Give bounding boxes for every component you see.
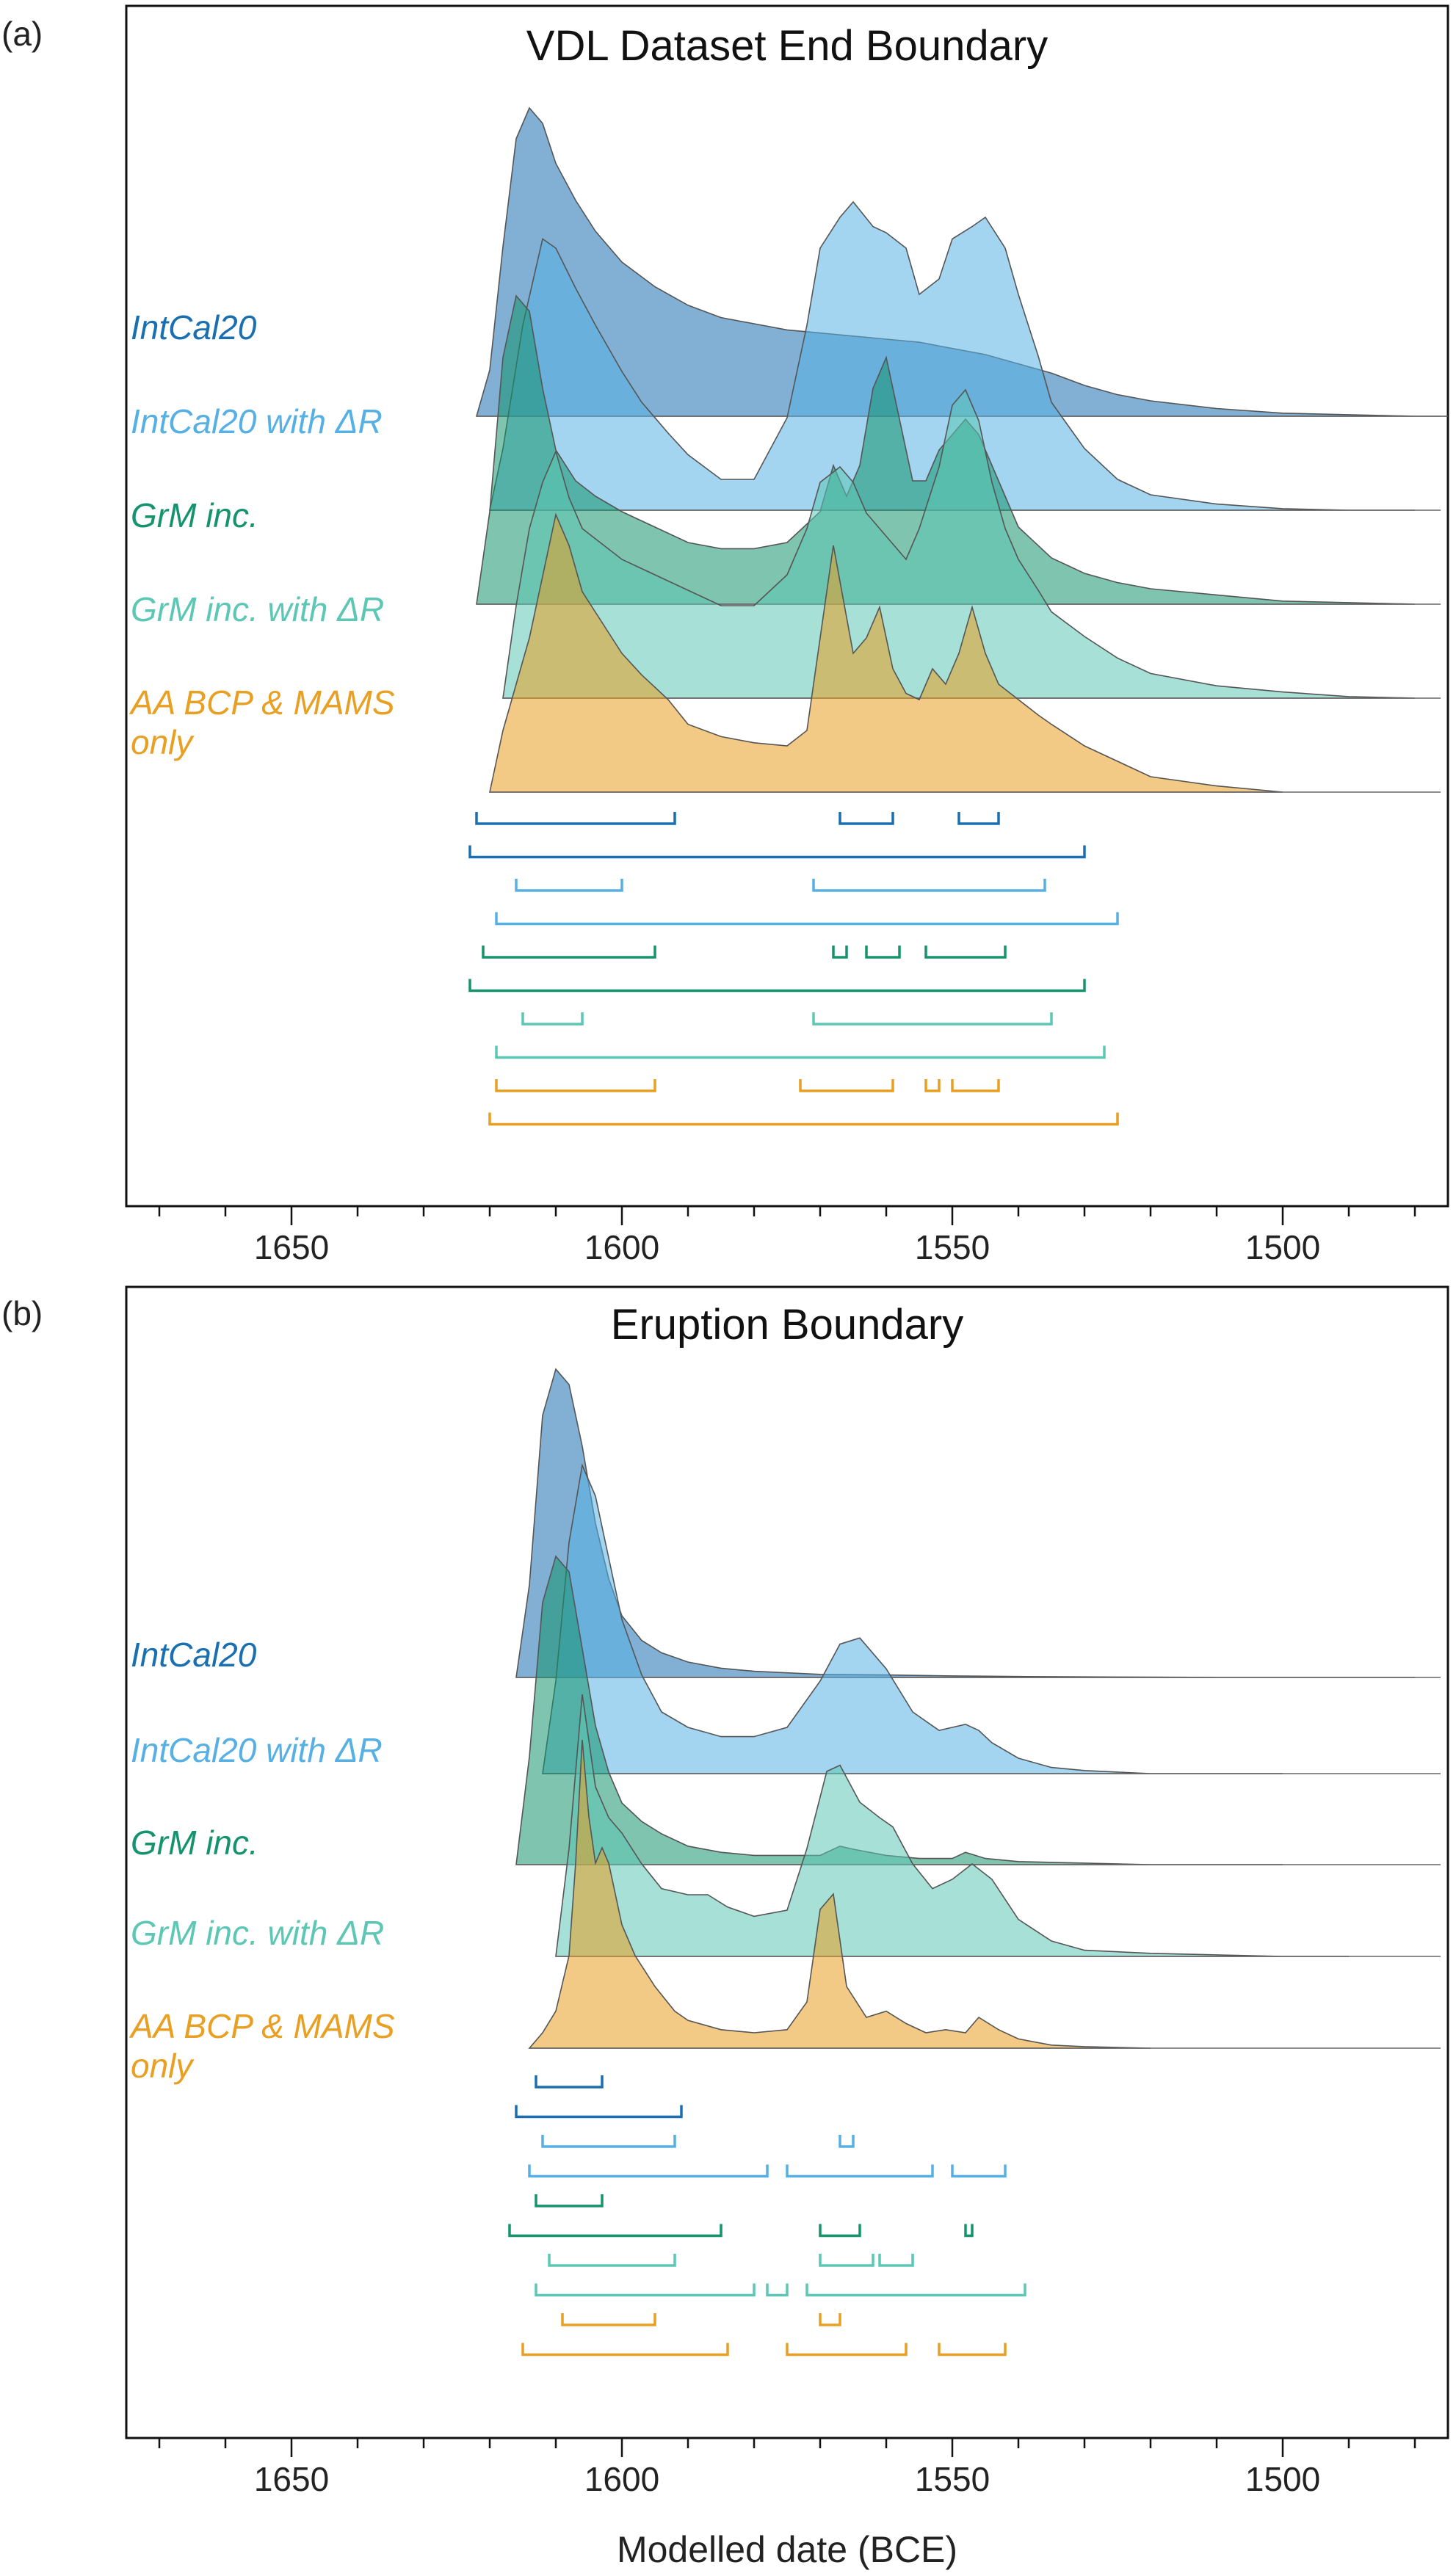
density-area bbox=[515, 1368, 1415, 1678]
hpd-range bbox=[495, 1079, 656, 1092]
hpd-range bbox=[951, 2164, 1007, 2178]
density-area bbox=[489, 200, 1415, 511]
hpd-range bbox=[786, 2164, 934, 2178]
hpd-range bbox=[468, 979, 1086, 993]
series-label: AA BCP & MAMS only bbox=[128, 2007, 395, 2085]
hpd-range bbox=[819, 2254, 874, 2267]
hpd-range bbox=[495, 912, 1119, 926]
hpd-range bbox=[521, 1012, 584, 1026]
x-tick-label: 1650 bbox=[254, 1228, 329, 1266]
series-1: IntCal20 bbox=[131, 106, 1448, 417]
panel-b-title: Eruption Boundary bbox=[611, 1301, 963, 1349]
series-label: AA BCP & MAMS only bbox=[128, 683, 395, 761]
hpd-range bbox=[488, 1112, 1119, 1126]
hpd-range bbox=[957, 812, 1000, 825]
hpd-range bbox=[535, 2075, 604, 2089]
series-5: AA BCP & MAMS only bbox=[128, 512, 1441, 793]
hpd-range bbox=[839, 2135, 855, 2148]
density-area bbox=[555, 1694, 1349, 1957]
hpd-range bbox=[535, 2194, 604, 2207]
hpd-range bbox=[799, 1079, 894, 1092]
hpd-range bbox=[495, 1045, 1106, 1059]
hpd-range bbox=[819, 2313, 841, 2326]
panel-a-title: VDL Dataset End Boundary bbox=[526, 22, 1048, 70]
panel-a-x-axis: 1650 1600 1550 1500 bbox=[158, 1206, 1416, 1266]
x-tick-label: 1600 bbox=[584, 2460, 659, 2498]
hpd-range bbox=[786, 2343, 908, 2357]
x-axis-label: Modelled date (BCE) bbox=[617, 2529, 957, 2570]
panel-b: (b) Eruption Boundary IntCal20 IntCal20 w… bbox=[1, 1285, 1449, 2498]
hpd-range bbox=[766, 2283, 789, 2297]
hpd-range bbox=[515, 2105, 683, 2119]
hpd-range bbox=[812, 1012, 1053, 1026]
series-1: IntCal20 bbox=[131, 1368, 1441, 1678]
series-label: IntCal20 with ΔR bbox=[131, 1731, 383, 1769]
density-area bbox=[542, 1463, 1283, 1774]
x-tick-label: 1550 bbox=[915, 2460, 990, 2498]
x-tick-label: 1500 bbox=[1245, 2460, 1320, 2498]
panel-a-frame bbox=[125, 4, 1449, 1208]
hpd-range bbox=[541, 2135, 676, 2148]
hpd-range bbox=[938, 2343, 1007, 2357]
panel-b-x-axis: 1650 1600 1550 1500 bbox=[158, 2438, 1416, 2498]
hpd-range bbox=[924, 946, 1007, 959]
series-5: AA BCP & MAMS only bbox=[128, 1739, 1441, 2085]
series-3: GrM inc. bbox=[131, 1555, 1441, 1865]
hpd-range bbox=[964, 2224, 974, 2238]
hpd-range bbox=[839, 812, 894, 825]
panel-a: (a) VDL Dataset End Boundary IntCal20Int… bbox=[1, 4, 1449, 1266]
density-area bbox=[528, 1739, 1151, 2049]
hpd-range bbox=[878, 2254, 914, 2267]
series-label: GrM inc. with ΔR bbox=[131, 1914, 384, 1952]
series-label: GrM inc. bbox=[131, 496, 258, 534]
panel-b-plot: IntCal20 IntCal20 with ΔR GrM inc. GrM inc.… bbox=[128, 1368, 1441, 2357]
x-tick-label: 1650 bbox=[254, 2460, 329, 2498]
hpd-range bbox=[865, 946, 901, 959]
panel-a-letter: (a) bbox=[1, 15, 43, 53]
series-label: GrM inc. with ΔR bbox=[131, 590, 384, 628]
hpd-range bbox=[475, 812, 676, 825]
hpd-range bbox=[561, 2313, 656, 2326]
series-label: GrM inc. bbox=[131, 1824, 258, 1862]
series-2: IntCal20 with ΔR bbox=[131, 1463, 1441, 1774]
hpd-range bbox=[528, 2164, 769, 2178]
hpd-range bbox=[515, 879, 623, 892]
hpd-range bbox=[832, 946, 848, 959]
series-label: IntCal20 bbox=[131, 308, 257, 347]
hpd-range bbox=[805, 2283, 1026, 2297]
hpd-range bbox=[482, 946, 656, 959]
x-tick-label: 1600 bbox=[584, 1228, 659, 1266]
hpd-range bbox=[812, 879, 1046, 892]
panel-a-plot: IntCal20 IntCal20 with ΔR GrM inc. GrM inc.… bbox=[128, 106, 1448, 1126]
x-tick-label: 1500 bbox=[1245, 1228, 1320, 1266]
density-area bbox=[489, 512, 1283, 793]
hpd-range bbox=[548, 2254, 676, 2267]
hpd-range bbox=[535, 2283, 756, 2297]
panel-b-frame bbox=[125, 1285, 1449, 2439]
panel-b-letter: (b) bbox=[1, 1294, 43, 1332]
hpd-range bbox=[951, 1079, 1000, 1092]
series-label: IntCal20 with ΔR bbox=[131, 402, 383, 440]
hpd-range bbox=[508, 2224, 722, 2238]
hpd-range bbox=[924, 1079, 941, 1092]
hpd-range bbox=[819, 2224, 861, 2238]
series-label: IntCal20 bbox=[131, 1636, 257, 1674]
density-area bbox=[502, 388, 1416, 699]
hpd-range bbox=[468, 845, 1086, 859]
x-tick-label: 1550 bbox=[915, 1228, 990, 1266]
hpd-range bbox=[521, 2343, 729, 2357]
series-4: GrM inc. with ΔR bbox=[131, 1694, 1441, 1957]
